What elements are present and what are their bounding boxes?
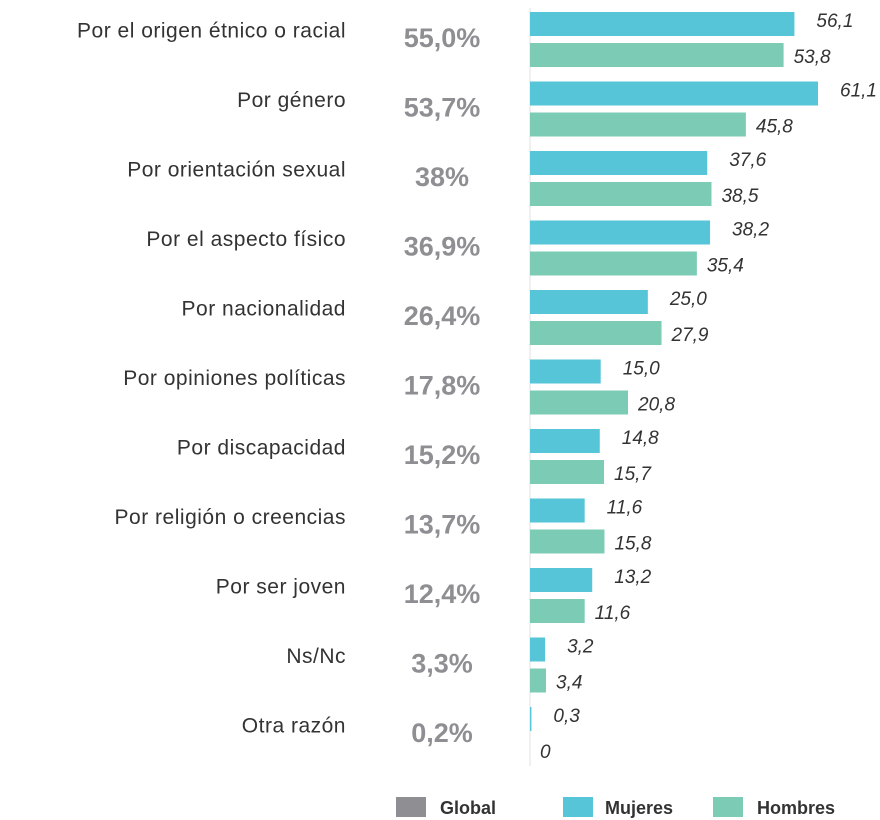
global-value-label: 26,4% [404, 301, 481, 331]
global-value-label: 36,9% [404, 232, 481, 262]
value-label: 35,4 [707, 256, 744, 277]
bar [530, 81, 818, 106]
bar [530, 321, 662, 345]
bar [530, 290, 648, 314]
global-value-label: 53,7% [404, 93, 481, 123]
bar [530, 568, 593, 592]
value-label: 13,2 [614, 567, 651, 588]
value-label: 45,8 [756, 117, 793, 138]
bar [530, 43, 784, 67]
value-label: 14,8 [622, 428, 659, 449]
bar [530, 498, 585, 523]
value-label: 53,8 [794, 47, 831, 68]
category-label: Por el aspecto físico [146, 228, 346, 251]
value-label: 27,9 [671, 325, 709, 346]
legend-label: Global [440, 798, 496, 818]
value-label: 11,6 [595, 603, 631, 624]
category-label: Ns/Nc [286, 645, 346, 668]
category-label: Por orientación sexual [127, 159, 346, 182]
global-value-label: 13,7% [404, 510, 481, 540]
global-value-label: 55,0% [404, 23, 481, 53]
value-label: 11,6 [607, 498, 643, 519]
bar [530, 220, 711, 245]
global-value-label: 38% [415, 162, 469, 192]
bar [530, 637, 546, 662]
category-label: Por nacionalidad [182, 298, 346, 321]
category-label: Por género [237, 89, 346, 112]
bar [530, 599, 585, 623]
global-value-label: 3,3% [411, 649, 473, 679]
bar [530, 390, 629, 415]
bar [530, 112, 746, 137]
bar [530, 668, 547, 693]
legend-swatch [396, 797, 426, 817]
bar [530, 429, 600, 453]
category-label: Por opiniones políticas [123, 367, 346, 390]
bar [530, 182, 712, 206]
category-label: Por el origen étnico o racial [77, 20, 346, 43]
bar [530, 529, 605, 554]
bar [530, 359, 601, 384]
legend-label: Hombres [757, 798, 835, 818]
value-label: 38,2 [732, 220, 769, 241]
category-label: Por ser joven [216, 576, 346, 599]
value-label: 25,0 [669, 289, 707, 310]
category-label: Por discapacidad [177, 437, 346, 460]
bar [530, 12, 795, 36]
legend-swatch [713, 797, 743, 817]
global-value-label: 15,2% [404, 440, 481, 470]
legend-label: Mujeres [605, 798, 673, 818]
value-label: 38,5 [721, 186, 758, 207]
bar [530, 251, 697, 276]
bar [530, 151, 708, 175]
value-label: 15,7 [614, 464, 652, 485]
category-label: Por religión o creencias [115, 506, 346, 529]
value-label: 61,1 [840, 81, 877, 102]
value-label: 20,8 [637, 395, 675, 416]
value-label: 15,0 [623, 359, 660, 380]
value-label: 3,4 [556, 673, 582, 694]
category-label: Otra razón [242, 715, 346, 738]
value-label: 56,1 [816, 11, 853, 32]
value-label: 3,2 [567, 637, 594, 658]
global-value-label: 0,2% [411, 718, 473, 748]
value-label: 37,6 [729, 150, 766, 171]
global-value-label: 12,4% [404, 579, 481, 609]
bar [530, 460, 605, 484]
bar [530, 707, 532, 731]
value-label: 15,8 [614, 534, 651, 555]
legend-swatch [563, 797, 593, 817]
value-label: 0,3 [553, 706, 580, 727]
value-label: 0 [540, 742, 551, 763]
global-value-label: 17,8% [404, 371, 481, 401]
